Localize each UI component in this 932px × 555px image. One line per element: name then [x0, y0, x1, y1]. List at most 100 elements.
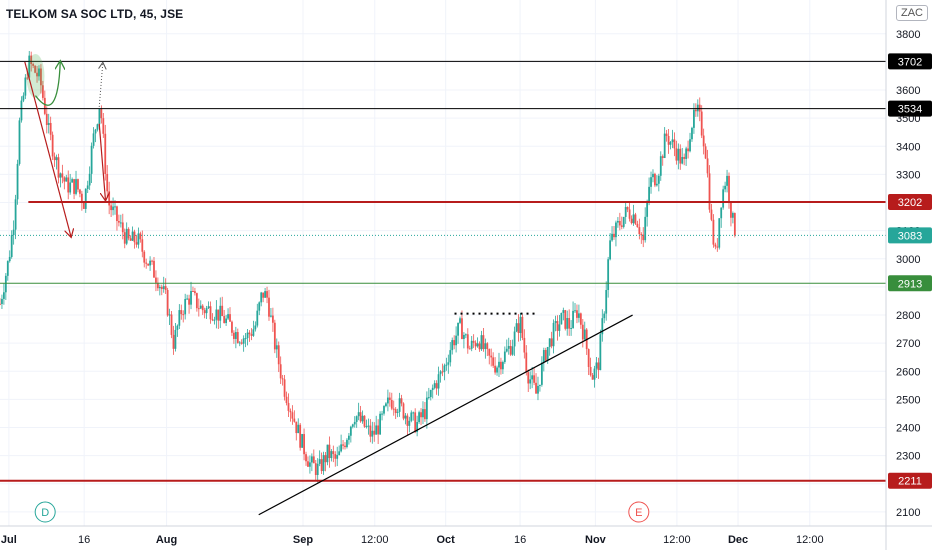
candle-body	[209, 306, 212, 320]
candle-body	[258, 302, 261, 311]
level-tag-2913	[888, 275, 932, 292]
candle-body	[314, 463, 317, 476]
candle-body	[324, 455, 327, 463]
candle-body	[716, 246, 719, 248]
candle-body	[215, 309, 218, 320]
candle-body	[229, 314, 231, 322]
event-label-E: E	[635, 507, 642, 519]
candle-body	[270, 315, 272, 317]
candle-body	[622, 216, 625, 227]
candle-body	[147, 263, 150, 266]
y-tick-label: 3000	[896, 254, 920, 266]
candle-body	[82, 202, 85, 209]
candle-body	[114, 206, 116, 208]
candle-body	[671, 139, 674, 143]
candle-body	[494, 365, 496, 373]
candle-body	[433, 383, 436, 388]
candle-body	[620, 225, 623, 227]
candle-body	[416, 422, 419, 433]
candle-body	[1, 298, 3, 304]
candle-body	[712, 219, 715, 245]
candle-body	[334, 454, 337, 459]
candle-body	[129, 238, 132, 241]
candle-body	[162, 286, 165, 289]
candle-body	[133, 231, 136, 243]
candle-body	[474, 342, 477, 347]
candle-body	[476, 343, 479, 347]
candle-body	[348, 435, 350, 440]
currency-badge[interactable]: ZAC	[896, 5, 928, 21]
candle-body	[59, 173, 62, 178]
candle-body	[6, 261, 9, 276]
candle-body	[422, 409, 424, 418]
candle-body	[342, 444, 344, 446]
candle-body	[579, 313, 582, 325]
candle-body	[106, 173, 109, 192]
candle-body	[615, 222, 617, 238]
candle-body	[468, 348, 471, 350]
candle-body	[328, 444, 331, 459]
candle-body	[75, 179, 77, 194]
candle-body	[86, 185, 89, 189]
candle-body	[560, 312, 563, 325]
level-label-2211: 2211	[898, 476, 922, 488]
candle-body	[283, 379, 286, 397]
candle-body	[201, 305, 204, 311]
candle-body	[84, 188, 87, 209]
candle-body	[213, 319, 216, 321]
candle-body	[464, 334, 467, 336]
candle-body	[271, 315, 274, 323]
candle-body	[576, 310, 578, 318]
candle-body	[652, 173, 654, 178]
candle-body	[110, 205, 113, 211]
y-tick-label: 3800	[896, 29, 920, 41]
x-tick-label: 12:00	[663, 534, 691, 546]
candle-body	[112, 206, 114, 211]
candle-body	[53, 156, 56, 161]
candle-body	[638, 227, 641, 235]
event-label-D: D	[41, 507, 49, 519]
candle-body	[108, 191, 111, 206]
candle-body	[624, 207, 627, 217]
candle-body	[731, 213, 734, 218]
y-tick-label: 3300	[896, 169, 920, 181]
candle-body	[357, 412, 360, 417]
candle-body	[412, 412, 415, 414]
candle-body	[281, 378, 284, 380]
candle-body	[80, 193, 83, 203]
candle-body	[441, 371, 444, 373]
candle-body	[26, 77, 29, 79]
candle-body	[406, 415, 409, 426]
candle-body	[45, 113, 48, 125]
candle-body	[96, 124, 99, 130]
candle-body	[67, 177, 70, 193]
level-tag-3702	[888, 53, 932, 70]
candle-body	[238, 342, 241, 344]
candle-body	[359, 412, 362, 422]
candle-body	[544, 350, 547, 361]
y-tick-label: 2700	[896, 338, 920, 350]
candle-body	[509, 345, 512, 355]
level-label-3534: 3534	[898, 104, 922, 116]
candle-body	[463, 334, 465, 339]
candle-body	[587, 349, 590, 367]
y-tick-label: 2800	[896, 310, 920, 322]
candle-body	[377, 425, 380, 435]
last-price-label: 3083	[898, 230, 922, 242]
candle-body	[702, 135, 705, 147]
candle-body	[14, 199, 17, 230]
levels-layer	[0, 60, 886, 482]
candle-body	[654, 173, 656, 186]
candle-body	[379, 413, 381, 435]
green-arc-arrow	[34, 62, 60, 106]
candle-body	[398, 398, 401, 412]
candle-body	[435, 383, 438, 389]
candle-body	[63, 177, 66, 182]
candle-body	[548, 338, 551, 348]
x-tick-label: Jul	[1, 534, 17, 546]
candle-body	[404, 415, 407, 419]
dotted-arrow	[99, 63, 103, 107]
candle-body	[455, 335, 458, 346]
